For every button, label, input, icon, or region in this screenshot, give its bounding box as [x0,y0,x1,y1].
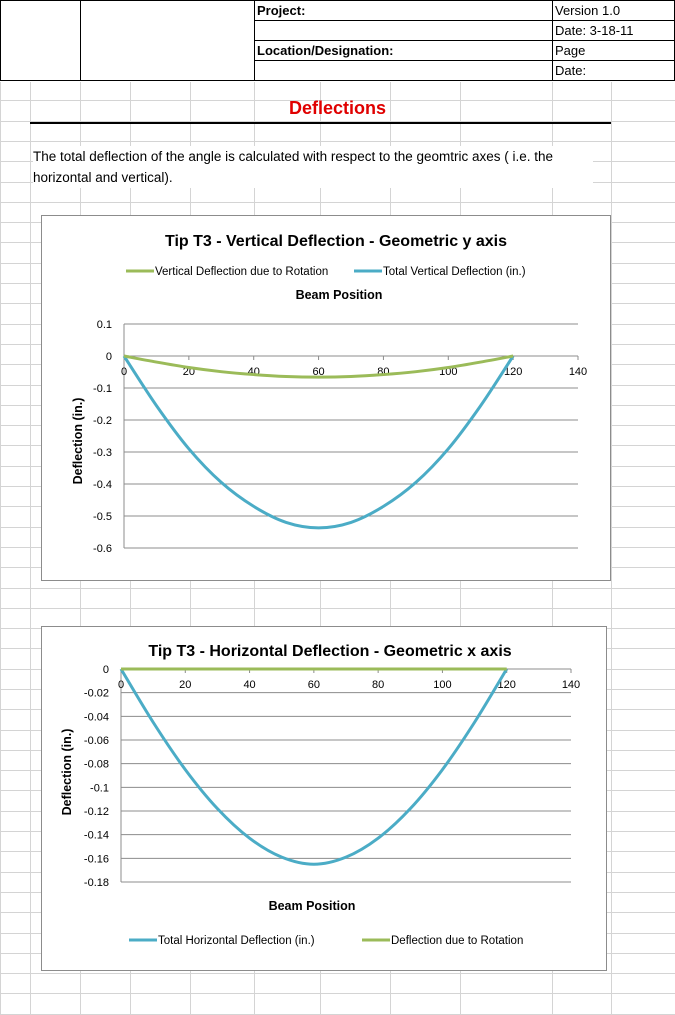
vertical-deflection-chart: Tip T3 - Vertical Deflection - Geometric… [41,215,611,581]
x-tick-label: 120 [498,679,516,691]
x-tick-label: 120 [504,366,522,378]
chart-title: Tip T3 - Horizontal Deflection - Geometr… [148,643,511,660]
series-line [123,354,514,379]
y-tick-label: -0.12 [84,806,109,818]
x-tick-label: 60 [312,366,324,378]
y-tick-label: -0.06 [84,735,109,747]
y-tick-label: 0 [103,664,109,676]
date-label: Date: [555,63,587,78]
horizontal-deflection-chart: Tip T3 - Horizontal Deflection - Geometr… [41,626,607,971]
series-line [122,355,515,530]
y-tick-label: 0 [106,351,112,363]
legend-label: Deflection due to Rotation [391,935,523,947]
y-tick-label: -0.6 [93,543,112,555]
y-axis-label: Deflection (in.) [60,729,74,816]
page-label: Page [555,43,586,58]
y-tick-label: -0.4 [93,479,112,491]
series-line [119,668,508,866]
description-text: The total deflection of the angle is cal… [33,146,593,188]
version-label: Version 1.0 [555,3,621,18]
location-label: Location/Designation: [257,43,394,58]
x-tick-label: 140 [569,366,587,378]
project-label: Project: [257,3,306,18]
x-axis-label: Beam Position [269,899,356,913]
x-tick-label: 80 [372,679,384,691]
legend-label: Total Vertical Deflection (in.) [383,266,526,278]
sheet-header: Project: Version 1.0 Date: 3-18-11 Locat… [0,0,675,82]
horizontal-deflection-chart-svg: Tip T3 - Horizontal Deflection - Geometr… [60,643,580,947]
y-axis-label: Deflection (in.) [71,398,85,485]
x-axis-label: Beam Position [296,288,383,302]
plot-area: 0 -0.02 -0.04 -0.06 -0.08 -0.1 -0.12 -0.14 -0.16… [84,664,580,889]
x-tick-label: 100 [433,679,451,691]
legend-label: Vertical Deflection due to Rotation [155,266,328,278]
y-tick-label: -0.18 [84,877,109,889]
y-tick-label: -0.04 [84,711,109,723]
y-tick-label: -0.08 [84,759,109,771]
y-tick-label: -0.1 [93,383,112,395]
section-title: Deflections [288,98,387,118]
chart-legend: Total Horizontal Deflection (in.) Deflect… [129,935,523,947]
legend-label: Total Horizontal Deflection (in.) [158,935,315,947]
y-tick-label: -0.1 [90,782,109,794]
y-tick-label: -0.3 [93,447,112,459]
chart-legend: Vertical Deflection due to Rotation Total… [126,266,526,278]
title-underline [30,122,611,124]
chart-title: Tip T3 - Vertical Deflection - Geometric… [165,233,507,250]
y-tick-label: -0.5 [93,511,112,523]
x-tick-label: 0 [121,366,127,378]
y-tick-label: -0.02 [84,688,109,700]
vertical-deflection-chart-svg: Tip T3 - Vertical Deflection - Geometric… [71,233,587,555]
x-tick-label: 0 [118,679,124,691]
x-tick-label: 140 [562,679,580,691]
x-tick-label: 60 [308,679,320,691]
plot-area: 0.10-0.1-0.2-0.3-0.4-0.5-0.60 20 40 60 80 100… [93,319,587,555]
y-tick-label: -0.14 [84,830,109,842]
x-tick-label: 20 [179,679,191,691]
y-tick-label: 0.1 [97,319,112,331]
y-tick-label: -0.2 [93,415,112,427]
y-tick-label: -0.16 [84,853,109,865]
date-line: Date: 3-18-11 [555,23,634,38]
x-tick-label: 40 [243,679,255,691]
